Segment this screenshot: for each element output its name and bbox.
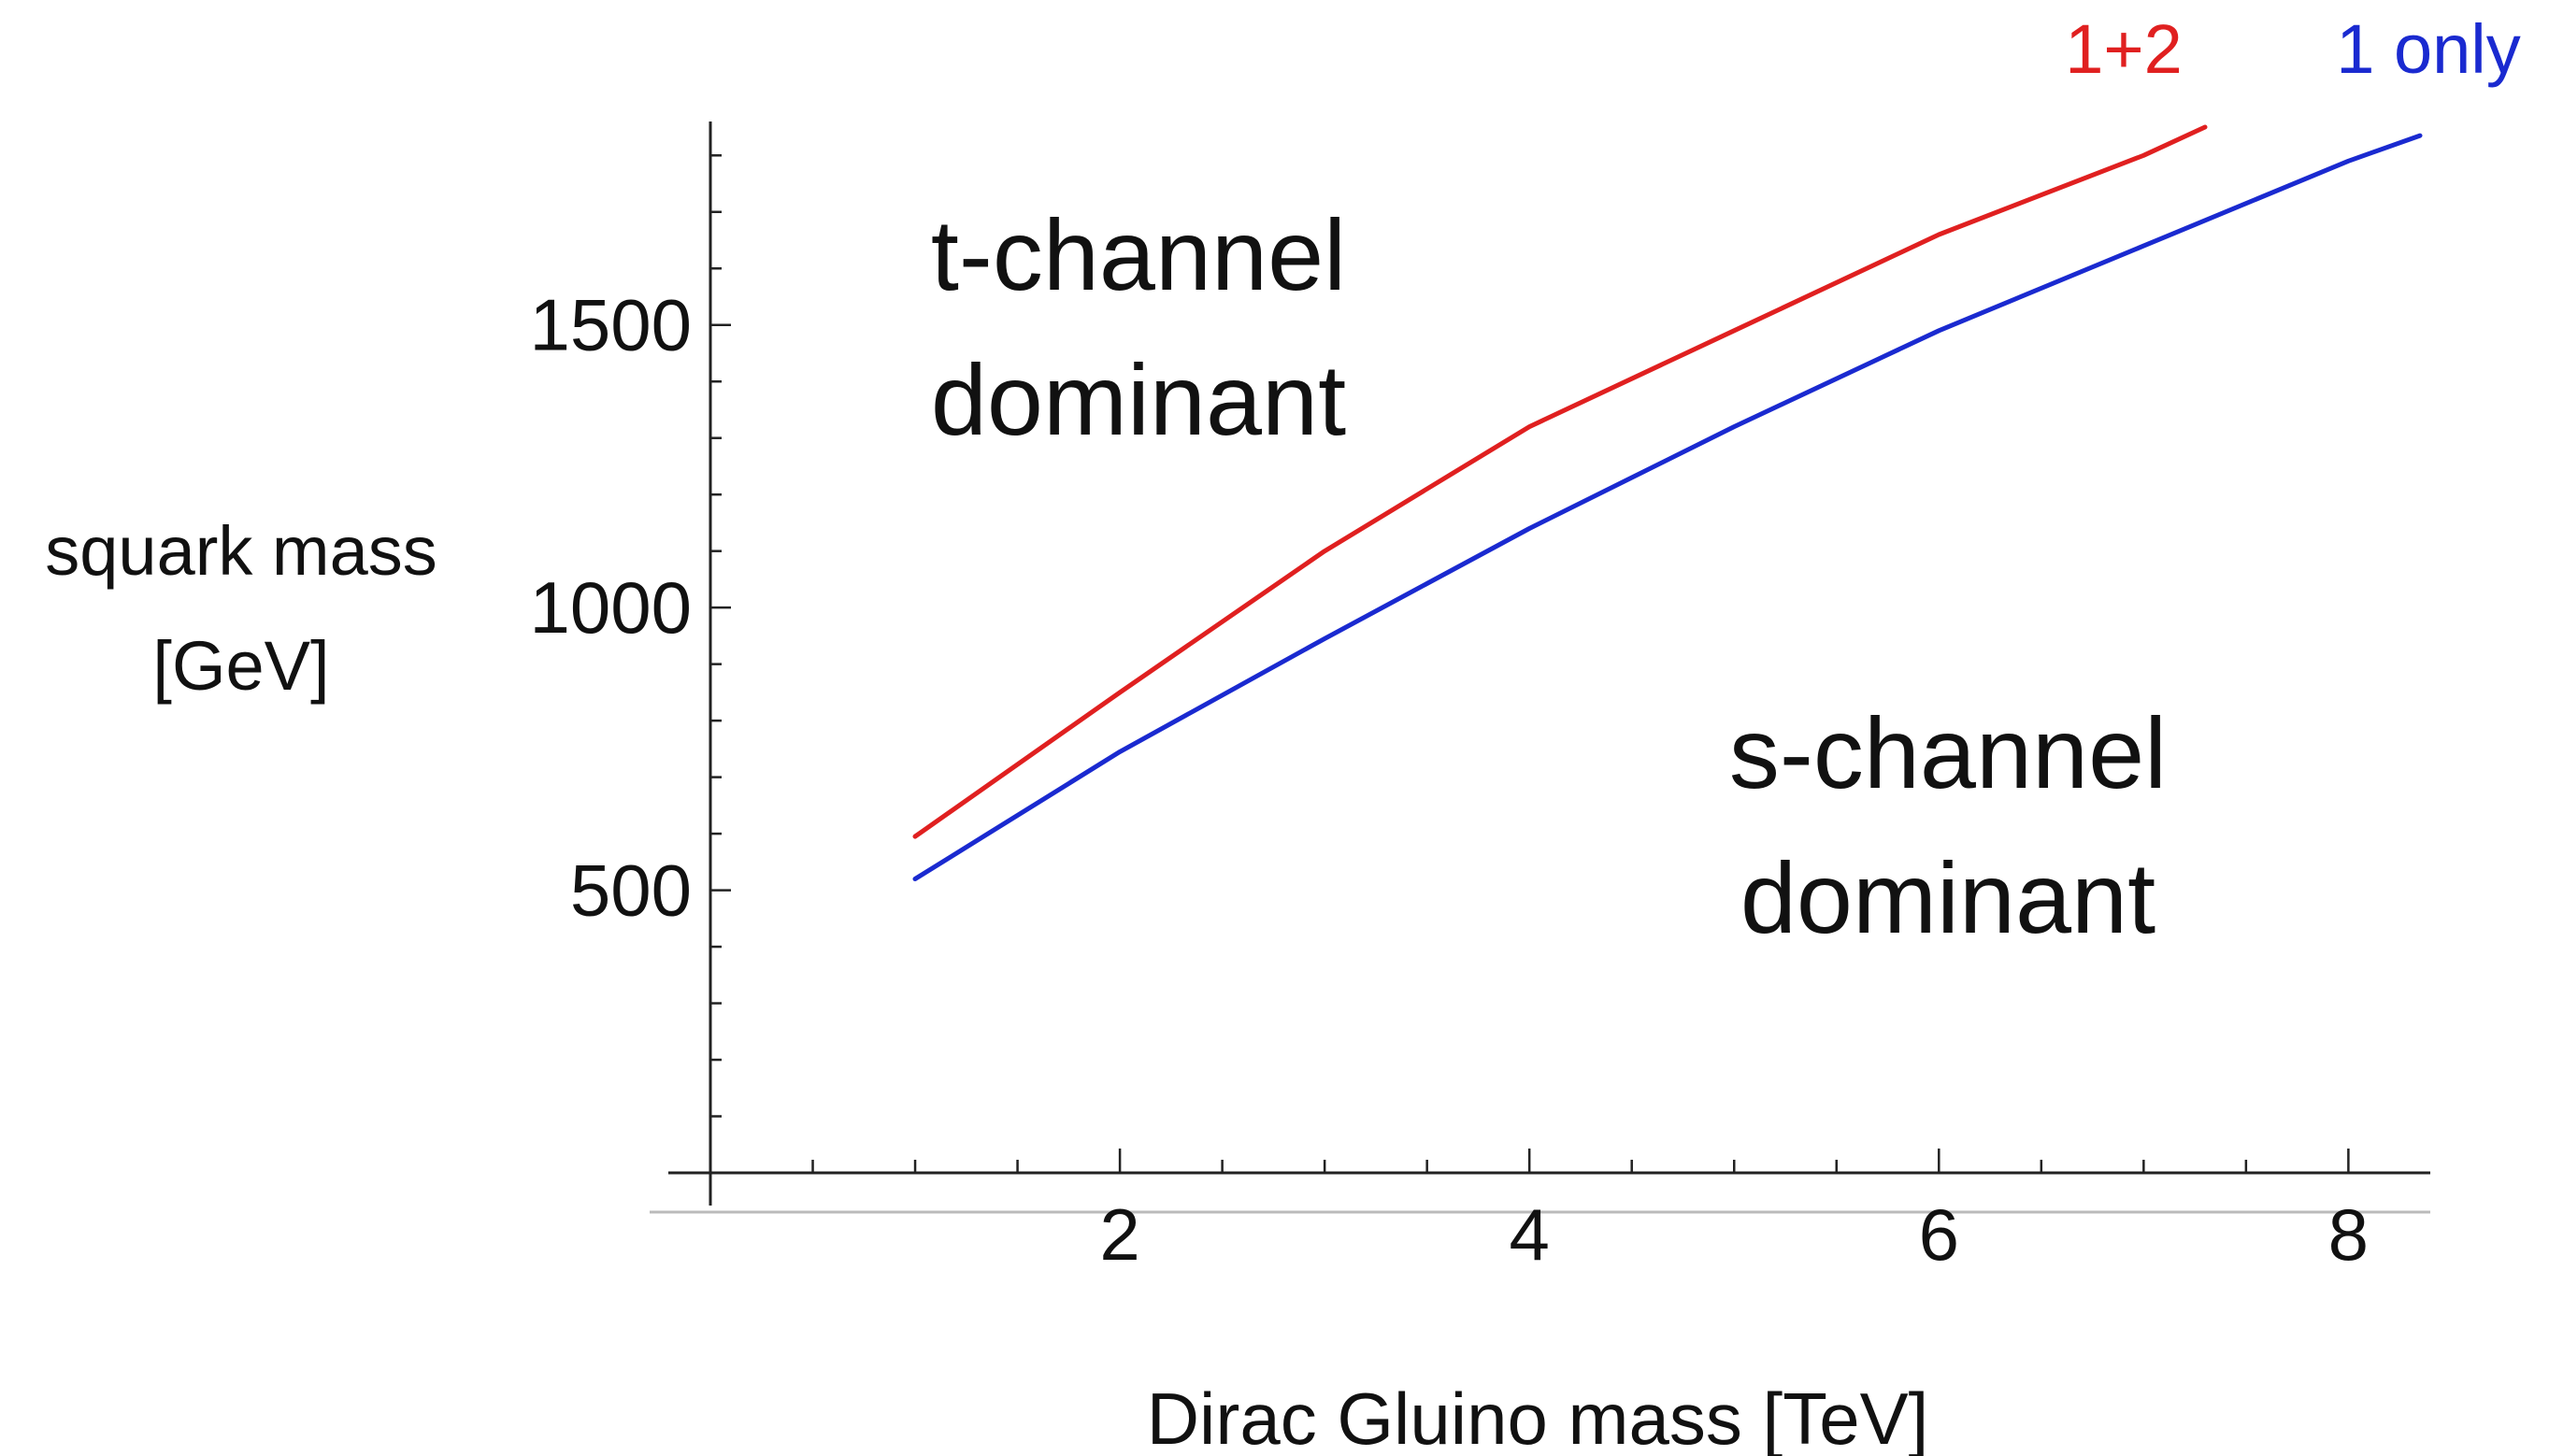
x-axis-label: Dirac Gluino mass [TeV] [1147,1377,1929,1456]
ticks-group [710,154,2350,1173]
series-line-1-only [912,133,2423,881]
series-group [912,124,2423,881]
annotation-s-channel: s-channel [1729,696,2167,809]
legend-entry-1-only: 1 only [2336,10,2520,88]
y-tick-label: 500 [570,849,692,932]
annotation-t-channel-dominant: dominant [931,343,1346,456]
tick-labels-group: 2 4 6 8 500 1000 1500 [529,284,2369,1276]
x-tick-label: 4 [1509,1193,1549,1276]
annotation-s-channel-dominant: dominant [1740,841,2155,954]
series-line-1-plus-2 [912,124,2208,839]
legend-entry-1-plus-2: 1+2 [2065,10,2183,88]
y-tick-label: 1000 [529,566,692,649]
x-tick-label: 6 [1919,1193,1959,1276]
y-tick-label: 1500 [529,284,692,366]
annotation-t-channel: t-channel [931,198,1346,311]
x-tick-label: 8 [2328,1193,2369,1276]
y-axis-label-line1: squark mass [45,512,437,590]
y-axis-label-line2: [GeV] [152,627,329,705]
x-tick-label: 2 [1099,1193,1139,1276]
